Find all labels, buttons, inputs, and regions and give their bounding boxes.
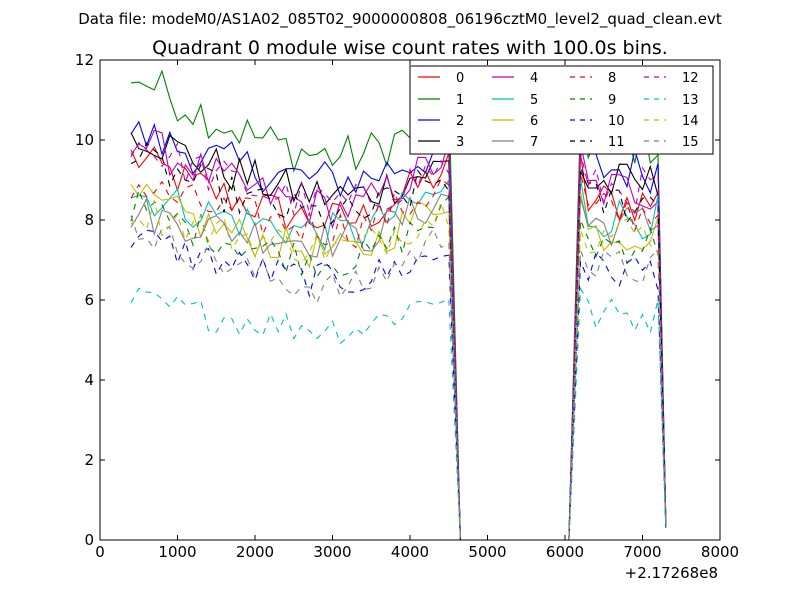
legend-label-1: 1 bbox=[456, 93, 464, 108]
y-tick-label: 0 bbox=[84, 531, 94, 549]
legend-label-11: 11 bbox=[608, 135, 625, 150]
chart-title: Quadrant 0 module wise count rates with … bbox=[152, 37, 668, 59]
series-line-15 bbox=[130, 215, 667, 541]
series-line-13 bbox=[130, 286, 667, 541]
legend-label-12: 12 bbox=[682, 71, 699, 86]
y-tick-label: 12 bbox=[75, 51, 94, 69]
legend-label-13: 13 bbox=[682, 93, 699, 108]
legend-label-14: 14 bbox=[682, 114, 699, 129]
x-tick-label: 4000 bbox=[391, 543, 429, 561]
y-tick-label: 4 bbox=[84, 371, 94, 389]
series-line-9 bbox=[130, 188, 667, 541]
legend-label-10: 10 bbox=[608, 114, 625, 129]
legend-frame bbox=[409, 65, 714, 155]
y-tick-label: 2 bbox=[84, 451, 94, 469]
legend-label-8: 8 bbox=[608, 71, 616, 86]
legend-label-2: 2 bbox=[456, 114, 464, 129]
chart-suptitle: Data file: modeM0/AS1A02_085T02_90000008… bbox=[78, 10, 722, 29]
legend-label-5: 5 bbox=[530, 93, 538, 108]
legend-label-15: 15 bbox=[682, 135, 699, 150]
x-tick-label: 3000 bbox=[313, 543, 351, 561]
series-layer bbox=[130, 69, 667, 541]
legend-label-7: 7 bbox=[530, 135, 538, 150]
y-tick-label: 8 bbox=[84, 211, 94, 229]
x-tick-label: 2000 bbox=[236, 543, 274, 561]
x-tick-label: 6000 bbox=[546, 543, 584, 561]
series-line-14 bbox=[130, 200, 667, 541]
x-tick-label: 1000 bbox=[158, 543, 196, 561]
legend-label-4: 4 bbox=[530, 71, 538, 86]
y-tick-label: 10 bbox=[75, 131, 94, 149]
x-tick-label: 8000 bbox=[701, 543, 739, 561]
legend-label-3: 3 bbox=[456, 135, 464, 150]
legend-label-9: 9 bbox=[608, 93, 616, 108]
x-tick-label: 0 bbox=[95, 543, 105, 561]
legend-label-0: 0 bbox=[456, 71, 464, 86]
x-offset-label: +2.17268e8 bbox=[625, 564, 718, 582]
x-tick-label: 5000 bbox=[468, 543, 506, 561]
tick-layer: 0 1000 2000 3000 4000 5000 6000 7000 80000246810… bbox=[75, 51, 739, 561]
x-tick-label: 7000 bbox=[623, 543, 661, 561]
series-line-10 bbox=[130, 229, 667, 541]
series-line-12 bbox=[130, 141, 667, 541]
y-tick-label: 6 bbox=[84, 291, 94, 309]
series-line-11 bbox=[130, 142, 667, 541]
legend-label-6: 6 bbox=[530, 114, 538, 129]
